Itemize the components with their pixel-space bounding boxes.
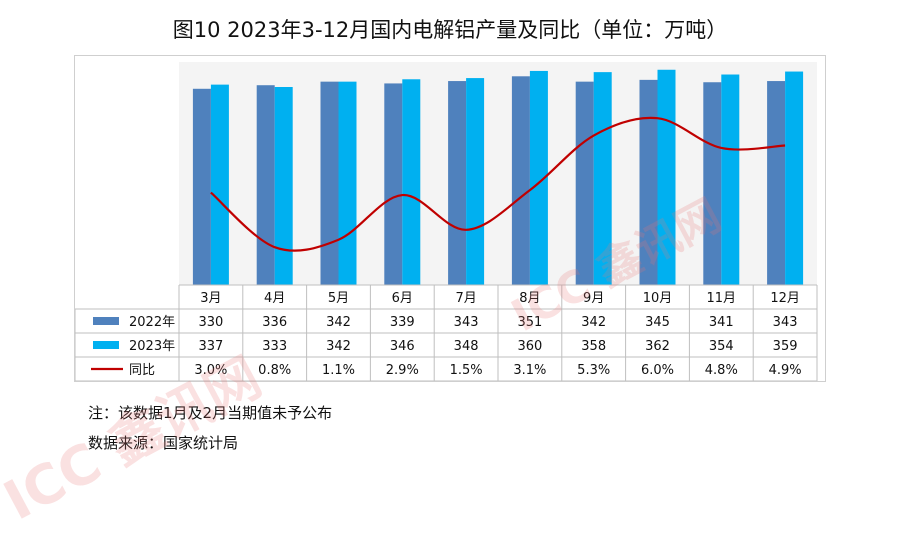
data-label: 341	[709, 315, 734, 330]
data-label: 360	[517, 339, 542, 354]
bar-2023	[529, 70, 548, 285]
bar-2022	[511, 76, 530, 285]
bar-2022	[384, 83, 403, 285]
category-label: 8月	[519, 291, 540, 306]
footnote-source: 数据来源：国家统计局	[88, 434, 239, 452]
chart-title: 图10 2023年3-12月国内电解铝产量及同比（单位：万吨）	[172, 18, 728, 42]
bar-2022	[639, 79, 658, 285]
bar-2023	[338, 81, 357, 285]
data-label: 345	[645, 315, 670, 330]
data-label: 351	[517, 315, 542, 330]
data-label: 348	[454, 339, 479, 354]
bar-2022	[320, 81, 339, 285]
legend-key-2022	[93, 317, 119, 325]
chart-frame: 3月 4月 5月 6月 7月 8月 9月 10月 11月 12月 2022年 330 336 342 339…	[74, 55, 826, 382]
bar-2023	[657, 69, 676, 285]
bar-2023	[210, 84, 229, 286]
data-label: 336	[262, 315, 287, 330]
bar-2023	[402, 79, 421, 286]
bar-2022	[703, 82, 722, 285]
data-label: 343	[454, 315, 479, 330]
bar-2022	[192, 88, 211, 285]
data-label: 5.3%	[577, 363, 610, 378]
data-label: 0.8%	[258, 363, 291, 378]
data-label: 362	[645, 339, 670, 354]
bar-2022	[448, 81, 467, 286]
category-label: 4月	[264, 291, 285, 306]
category-label: 3月	[200, 291, 221, 306]
category-label: 10月	[643, 291, 673, 306]
data-label: 330	[198, 315, 223, 330]
category-label: 12月	[770, 291, 800, 306]
data-label: 4.8%	[705, 363, 738, 378]
bar-2022	[767, 81, 786, 286]
data-label: 354	[709, 339, 734, 354]
category-label: 9月	[583, 291, 604, 306]
legend-label: 2023年	[129, 339, 175, 354]
bar-2022	[256, 85, 275, 285]
bar-2023	[593, 72, 612, 285]
category-label: 11月	[707, 291, 737, 306]
data-label: 2.9%	[386, 363, 419, 378]
data-label: 343	[773, 315, 798, 330]
data-label: 339	[390, 315, 415, 330]
data-label: 342	[581, 315, 606, 330]
bar-2023	[721, 74, 740, 285]
footnote-note: 注：该数据1月及2月当期值未予公布	[88, 404, 333, 422]
data-label: 333	[262, 339, 287, 354]
category-label: 6月	[392, 291, 413, 306]
legend-key-2023	[93, 341, 119, 349]
data-label: 3.0%	[194, 363, 227, 378]
category-label: 7月	[455, 291, 476, 306]
data-label: 346	[390, 339, 415, 354]
data-label: 1.1%	[322, 363, 355, 378]
data-label: 6.0%	[641, 363, 674, 378]
legend-label: 2022年	[129, 315, 175, 330]
bar-2023	[466, 78, 485, 285]
yoy-line	[210, 116, 786, 252]
data-label: 1.5%	[450, 363, 483, 378]
data-label: 358	[581, 339, 606, 354]
legend-label: 同比	[129, 363, 155, 378]
data-label: 4.9%	[769, 363, 802, 378]
bar-2022	[575, 81, 594, 285]
bar-2023	[274, 87, 293, 285]
data-label: 3.1%	[513, 363, 546, 378]
category-label: 5月	[328, 291, 349, 306]
data-label: 359	[773, 339, 798, 354]
data-label: 342	[326, 315, 351, 330]
chart-svg: 3月 4月 5月 6月 7月 8月 9月 10月 11月 12月 2022年 330 336 342 339…	[75, 69, 818, 381]
data-label: 342	[326, 339, 351, 354]
bar-2023	[785, 71, 804, 285]
data-label: 337	[198, 339, 223, 354]
